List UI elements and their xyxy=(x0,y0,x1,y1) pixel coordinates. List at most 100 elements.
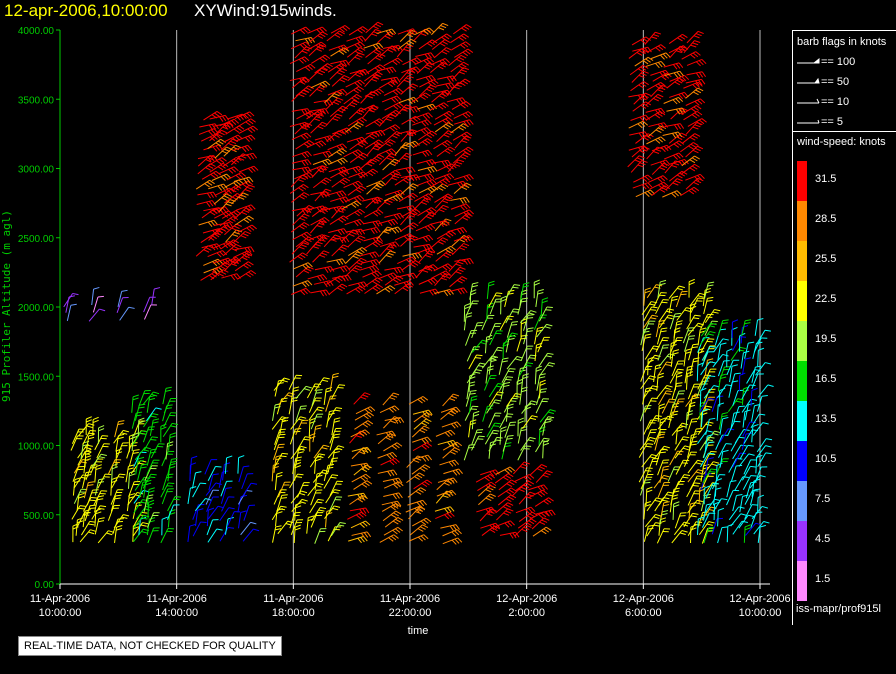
wind-barb xyxy=(755,445,772,459)
wind-barb xyxy=(347,117,367,127)
wind-barb xyxy=(162,386,172,405)
y-tick-label-4: 2000.00 xyxy=(18,303,55,314)
wind-barb xyxy=(348,26,368,36)
wind-barb xyxy=(672,390,685,407)
speed-swatch-25.5 xyxy=(797,241,807,281)
wind-barb xyxy=(442,529,462,537)
wind-barb xyxy=(641,333,652,352)
wind-barb xyxy=(452,152,471,164)
wind-barb xyxy=(542,417,552,436)
wind-barb xyxy=(453,119,474,127)
wind-barb xyxy=(738,453,755,467)
wind-barb xyxy=(450,196,470,204)
wind-barb xyxy=(313,99,334,107)
wind-barb xyxy=(330,25,351,34)
wind-barb xyxy=(325,113,343,127)
wind-barb xyxy=(402,252,423,260)
wind-barb xyxy=(699,387,707,407)
wind-barb xyxy=(412,149,433,157)
wind-barb xyxy=(137,463,148,481)
wind-barb xyxy=(485,365,494,384)
x-tick-time-4: 2:00:00 xyxy=(508,607,545,619)
speed-label: 22.5 xyxy=(815,293,837,305)
wind-barb xyxy=(431,204,449,218)
wind-barb xyxy=(703,296,714,315)
wind-barb xyxy=(646,497,663,512)
wind-barb xyxy=(726,480,737,498)
wind-barb xyxy=(471,322,484,339)
y-axis-label: 915 Profiler Altitude (m agl) xyxy=(0,210,13,402)
wind-barb xyxy=(349,507,370,515)
wind-barb xyxy=(307,113,324,127)
wind-barb xyxy=(296,63,316,72)
wind-barb xyxy=(199,123,219,131)
wind-barb xyxy=(657,361,673,376)
wind-barb xyxy=(311,507,327,522)
wind-barb xyxy=(450,123,469,134)
wind-barb xyxy=(656,385,673,399)
wind-barb xyxy=(750,387,758,407)
wind-barb xyxy=(757,524,766,544)
wind-barb xyxy=(505,403,514,422)
wind-barb xyxy=(146,512,160,528)
wind-barb xyxy=(734,429,750,444)
wind-barb xyxy=(413,234,434,243)
wind-barb xyxy=(513,461,530,475)
wind-barb xyxy=(717,507,725,527)
wind-barb xyxy=(165,441,174,460)
wind-barb xyxy=(697,516,705,535)
wind-barb xyxy=(683,81,703,90)
wind-barb xyxy=(192,521,207,537)
wind-barb xyxy=(489,346,504,362)
wind-barb xyxy=(727,398,744,412)
x-tick-date-5: 12-Apr-2006 xyxy=(613,593,674,605)
wind-barb xyxy=(214,146,233,159)
barb-legend-item-50: == 50 xyxy=(821,76,850,88)
wind-barb xyxy=(521,400,538,414)
wind-barb xyxy=(701,351,715,367)
wind-barb xyxy=(137,417,145,437)
wind-barb xyxy=(365,21,384,34)
wind-barb xyxy=(645,93,664,106)
wind-barb xyxy=(711,474,726,490)
wind-barb xyxy=(314,377,330,392)
wind-barb xyxy=(412,119,432,127)
wind-barb xyxy=(290,222,310,233)
wind-barb xyxy=(242,482,258,497)
wind-barb xyxy=(142,473,157,489)
wind-barb xyxy=(431,270,451,279)
wind-barb xyxy=(701,346,716,361)
x-tick-time-0: 10:00:00 xyxy=(39,607,82,619)
wind-barb xyxy=(237,455,245,474)
wind-barb xyxy=(517,417,524,437)
wind-barb xyxy=(702,468,717,484)
wind-barb xyxy=(454,209,474,217)
wind-barb xyxy=(91,453,107,468)
wind-barb xyxy=(313,150,333,158)
wind-barb xyxy=(383,442,403,452)
wind-barb xyxy=(289,473,304,489)
wind-barb xyxy=(700,338,715,354)
wind-barb xyxy=(312,424,322,443)
wind-barb xyxy=(412,436,432,444)
wind-barb xyxy=(705,457,714,475)
wind-barb xyxy=(237,270,257,280)
wind-barb xyxy=(697,337,710,353)
wind-barb xyxy=(435,429,456,438)
wind-barb xyxy=(415,265,433,279)
wind-barb xyxy=(364,139,384,150)
wind-barb xyxy=(646,44,666,53)
wind-barb xyxy=(291,207,312,215)
wind-barb xyxy=(412,409,433,417)
wind-barb xyxy=(146,407,162,422)
wind-barb xyxy=(648,175,668,183)
wind-barb xyxy=(650,52,671,60)
wind-barb xyxy=(732,494,743,512)
wind-barb xyxy=(351,531,372,539)
wind-barb xyxy=(651,185,670,196)
wind-barb xyxy=(394,175,414,186)
wind-barb xyxy=(379,241,400,249)
wind-barb xyxy=(91,505,107,520)
wind-barb xyxy=(376,285,396,295)
wind-barb xyxy=(407,499,427,508)
